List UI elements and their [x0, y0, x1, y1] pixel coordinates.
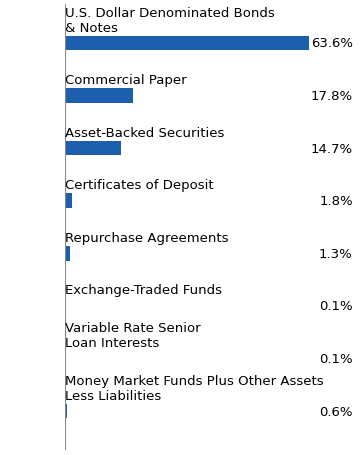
Bar	[65, 142, 121, 156]
Text: Exchange-Traded Funds: Exchange-Traded Funds	[65, 284, 222, 297]
Text: 14.7%: 14.7%	[311, 142, 353, 155]
Text: 63.6%: 63.6%	[311, 37, 353, 51]
Text: 1.8%: 1.8%	[319, 195, 353, 208]
Text: 0.6%: 0.6%	[319, 404, 353, 418]
Text: Variable Rate Senior
Loan Interests: Variable Rate Senior Loan Interests	[65, 321, 201, 349]
Bar	[65, 36, 309, 51]
Text: Repurchase Agreements: Repurchase Agreements	[65, 231, 228, 244]
Bar	[65, 89, 133, 104]
Text: U.S. Dollar Denominated Bonds
& Notes: U.S. Dollar Denominated Bonds & Notes	[65, 6, 275, 35]
Text: Commercial Paper: Commercial Paper	[65, 74, 186, 87]
Text: Money Market Funds Plus Other Assets
Less Liabilities: Money Market Funds Plus Other Assets Les…	[65, 374, 323, 402]
Text: Certificates of Deposit: Certificates of Deposit	[65, 179, 213, 192]
Text: 1.3%: 1.3%	[319, 247, 353, 260]
Text: 0.1%: 0.1%	[319, 352, 353, 365]
Text: Asset-Backed Securities: Asset-Backed Securities	[65, 126, 224, 139]
Bar	[65, 404, 67, 419]
Text: 0.1%: 0.1%	[319, 300, 353, 313]
Text: 17.8%: 17.8%	[311, 90, 353, 103]
Bar	[65, 247, 70, 261]
Bar	[65, 194, 72, 208]
